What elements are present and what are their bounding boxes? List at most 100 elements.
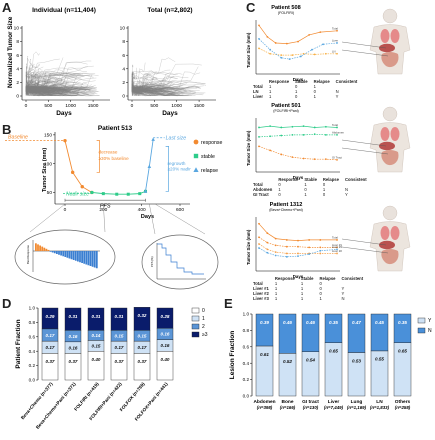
waterfall-bar [43, 247, 46, 251]
total-ytick-label: 4 [122, 66, 125, 72]
E-ytick-label: 0.8 [243, 328, 250, 333]
patient-curve-point [308, 246, 311, 249]
waterfall-bar [35, 243, 37, 251]
individual-trajectory-line [25, 78, 90, 84]
table-cell: 1 [295, 89, 298, 94]
total-trajectory-line [131, 90, 134, 93]
d-category-label: FOLFIRI (n=419) [73, 381, 100, 412]
waterfall-bar [45, 248, 48, 251]
individual-trajectory-line [25, 84, 29, 94]
D-ytick-label: 0.8 [29, 320, 36, 325]
individual-trajectory-line [25, 64, 41, 74]
e-count-label: (n=130) [303, 405, 319, 410]
waterfall-bar [93, 251, 96, 268]
liver-icon [379, 141, 395, 151]
d-legend-label: 0 [202, 308, 205, 314]
table-cell: Stable [304, 177, 317, 182]
organ-pointer [341, 139, 387, 147]
lung-right-icon [390, 127, 400, 141]
waterfall-bar [37, 244, 39, 251]
individual-trajectory-line [25, 70, 96, 89]
d-legend-label: ≥3 [202, 332, 208, 338]
patient-curve-point [280, 126, 283, 129]
panel-c: Patient 508(FOLFIRI) Tumor Size (mm) Days T… [246, 5, 411, 279]
baseline-label: Baseline [8, 135, 28, 141]
e-category-label: LN [376, 399, 383, 405]
waterfall-bar [58, 251, 60, 255]
D-bar-value-label: 0.32 [138, 313, 147, 318]
panel-b-xtick-label: 0 [64, 207, 67, 213]
waterfall-bar [56, 251, 58, 254]
patient-title: Patient 508 [271, 5, 301, 11]
table-cell: 0 [278, 192, 281, 197]
patient-curve-point [285, 239, 288, 241]
patient-curve-point [336, 52, 338, 55]
table-cell: 1 [300, 291, 304, 296]
d-legend-swatch [191, 307, 200, 314]
patient-curve-point [258, 247, 260, 249]
patient-curve-point [258, 145, 260, 148]
table-cell: Relapse [319, 276, 336, 281]
panel-c-ylabel: Tumor Size (mm) [246, 32, 251, 68]
response-segment-line [64, 140, 93, 193]
d-legend-swatch [191, 331, 200, 338]
patient-curve [258, 243, 337, 254]
table-cell: 1 [278, 187, 281, 192]
patient-curve-point [336, 252, 338, 255]
patient-curve-point [266, 248, 269, 251]
table-cell: N [335, 89, 339, 94]
patient-curve-point [280, 54, 283, 56]
patient-curve-point [291, 125, 294, 128]
liver-icon [379, 240, 395, 250]
D-bar-segment [87, 351, 105, 381]
total-trajectory-line [131, 88, 139, 92]
km-curve [157, 243, 204, 275]
patient-curve-point [319, 249, 322, 252]
total-trajectory-line [131, 81, 141, 89]
D-bar-segment [110, 307, 128, 331]
E-bar-segment [393, 313, 412, 343]
patient-curve-point [324, 133, 327, 136]
series-label: Liver #2 [332, 249, 342, 253]
patient-curve-point [258, 47, 260, 50]
panel-d-chart: Patient Fraction 0.0 0.2 0.4 0.6 0.8 1.0 0.37 0.… [15, 306, 208, 430]
patient-curve-point [297, 252, 299, 255]
waterfall-bar [87, 251, 90, 266]
pfs-label: PFS [100, 204, 111, 210]
table-cell: Liver #3 [253, 296, 269, 301]
total-trajectory-line [131, 89, 174, 96]
individual-trajectory-line [25, 58, 31, 90]
table-cell: 0 [319, 286, 322, 291]
individual-ytick-label: 4 [16, 66, 19, 72]
patient-curve-point [319, 239, 322, 241]
d-legend-label: 2 [202, 324, 205, 330]
organ-pointer [341, 41, 387, 49]
lung-left-icon [380, 127, 390, 141]
D-bar-value-label: 0.17 [46, 345, 55, 350]
relapse-segment-point [147, 164, 152, 168]
patient-curve-point [269, 52, 272, 55]
table-cell: 1 [274, 286, 278, 291]
patient-curve-point [285, 255, 288, 258]
liver-icon [379, 43, 395, 53]
E-bar-segment [301, 313, 320, 352]
total-xtick-label: 500 [150, 103, 158, 109]
series-label: GI Tract [332, 155, 342, 159]
panel-e-chart: Lesion Fraction 0.0 0.2 0.4 0.6 0.8 1.0 0.61 0.3… [229, 312, 432, 410]
panel-b-xtick-label: 600 [176, 207, 184, 213]
individual-trajectory-line [25, 88, 32, 93]
waterfall-bar [83, 251, 86, 264]
table-cell: 1 [300, 296, 304, 301]
waterfall-bar [70, 251, 73, 260]
D-bar-segment [64, 307, 82, 331]
table-cell: 0 [278, 182, 281, 187]
table-cell: Abdomen [253, 187, 273, 192]
individual-trajectory-line [25, 88, 36, 93]
patient-curve-point [313, 126, 316, 129]
organ-pointer [341, 147, 389, 155]
table-cell: 1 [304, 182, 307, 187]
table-cell: Relapse [322, 177, 339, 182]
waterfall-bar [51, 251, 54, 253]
table-cell: 1 [300, 286, 304, 291]
